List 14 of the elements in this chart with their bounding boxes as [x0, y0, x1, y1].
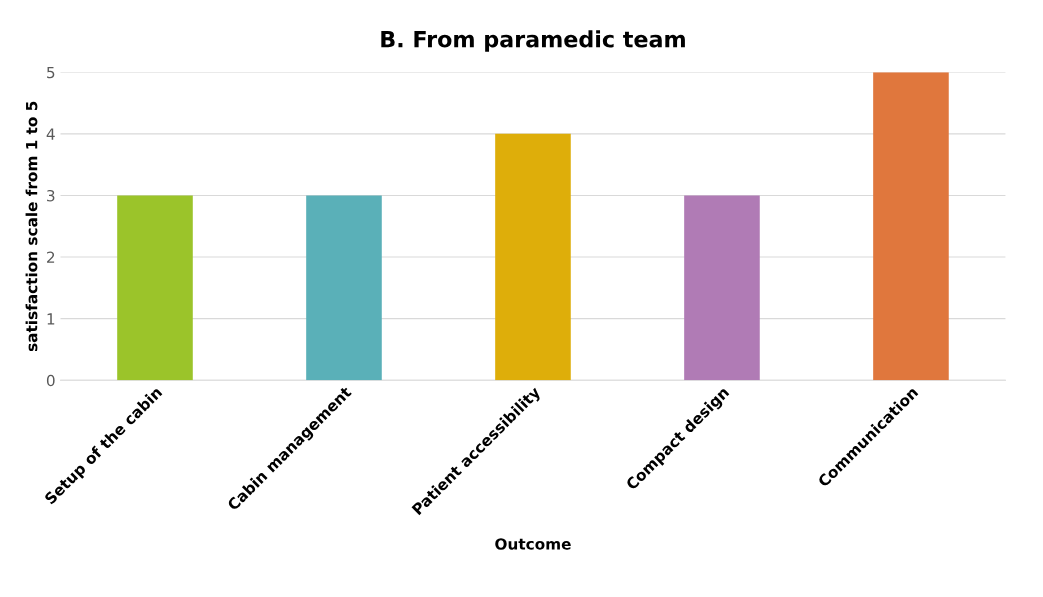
y-tick-label: 0 [46, 374, 55, 387]
bar [306, 195, 382, 381]
chart-title: B. From paramedic team [381, 30, 685, 52]
bar [117, 195, 193, 381]
x-axis-title: Outcome [495, 538, 571, 550]
y-tick-label: 2 [47, 251, 55, 263]
y-tick-label: 1 [47, 313, 55, 325]
y-tick-label: 3 [47, 189, 55, 202]
y-tick-label: 5 [47, 66, 55, 79]
bar [873, 72, 949, 381]
bar [684, 195, 760, 381]
y-axis-title: satisfaction scale from 1 to 5 [25, 101, 38, 352]
bar [495, 133, 571, 381]
y-tick-label: 4 [46, 128, 55, 140]
